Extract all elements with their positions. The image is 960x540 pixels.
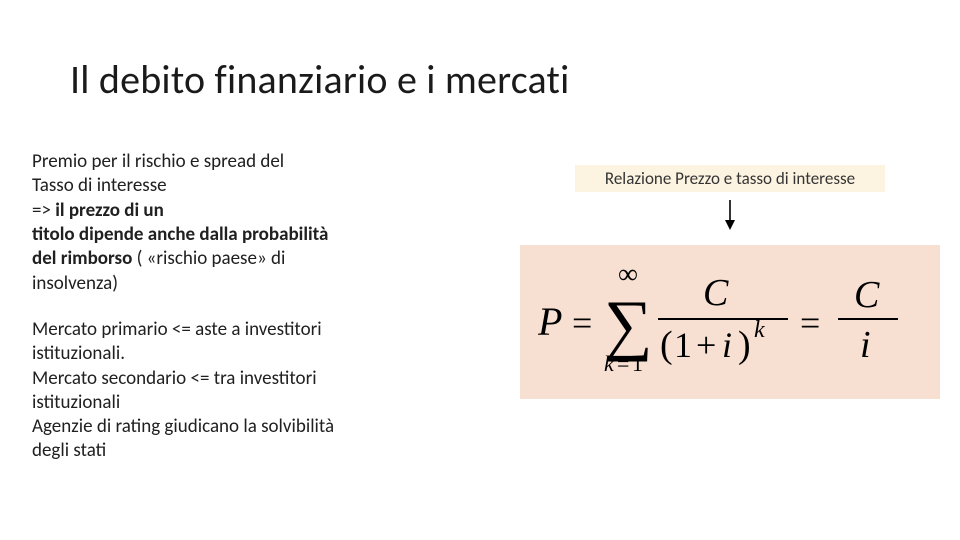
sym-plus: + (696, 325, 716, 365)
arrow-down-wrap (520, 200, 940, 235)
sym-kexp: k (754, 317, 765, 343)
p1-line5b: ( «rischio paese» di (137, 247, 286, 270)
p2-line6: degli stati (32, 439, 106, 462)
sym-P: P (538, 299, 562, 344)
sym-i1: i (722, 325, 732, 365)
slide: Il debito finanziario e i mercati Premio… (0, 0, 960, 540)
p1-line2: Tasso di interesse (32, 174, 167, 197)
p1-bold2: titolo dipende anche dalla probabilità (32, 223, 328, 246)
p2-line5: Agenzie di rating giudicano la solvibili… (32, 415, 334, 438)
p2-line1: Mercato primario <= aste a investitori (32, 318, 322, 341)
formula: P = ∑ ∞ k = 1 C ( 1 + i ) (538, 269, 922, 375)
right-column: Relazione Prezzo e tasso di interesse P … (520, 165, 940, 399)
sym-i2: i (860, 324, 871, 366)
formula-box: P = ∑ ∞ k = 1 C ( 1 + i ) (520, 245, 940, 399)
sym-C2: C (854, 274, 880, 316)
p2-line4: istituzionali (32, 391, 120, 414)
p2-line2: istituzionali. (32, 342, 125, 365)
sym-1b: 1 (674, 325, 692, 365)
p1-line3a: => (32, 199, 55, 222)
p1-bold3: del rimborso (32, 247, 137, 270)
left-column: Premio per il rischio e spread del Tasso… (32, 150, 432, 486)
sym-1: 1 (632, 351, 643, 375)
arrow-down-icon (723, 200, 737, 230)
p1-line1: Premio per il rischio e spread del (32, 150, 284, 173)
sym-eq1: = (572, 303, 592, 343)
sym-eq2: = (800, 303, 820, 343)
sym-C1: C (703, 272, 729, 314)
slide-title: Il debito finanziario e i mercati (70, 55, 569, 104)
paragraph-1: Premio per il rischio e spread del Tasso… (32, 150, 432, 296)
sym-inf: ∞ (618, 269, 638, 290)
p1-bold1: il prezzo di un (55, 199, 164, 222)
sym-k: k (604, 351, 615, 375)
sym-rpar: ) (738, 324, 751, 366)
p1-line6: insolvenza) (32, 272, 118, 295)
sym-eq-lower: = (617, 351, 629, 375)
p2-line3: Mercato secondario <= tra investitori (32, 367, 317, 390)
sym-lpar: ( (660, 324, 673, 366)
paragraph-2: Mercato primario <= aste a investitori i… (32, 318, 432, 464)
formula-caption: Relazione Prezzo e tasso di interesse (575, 165, 885, 192)
